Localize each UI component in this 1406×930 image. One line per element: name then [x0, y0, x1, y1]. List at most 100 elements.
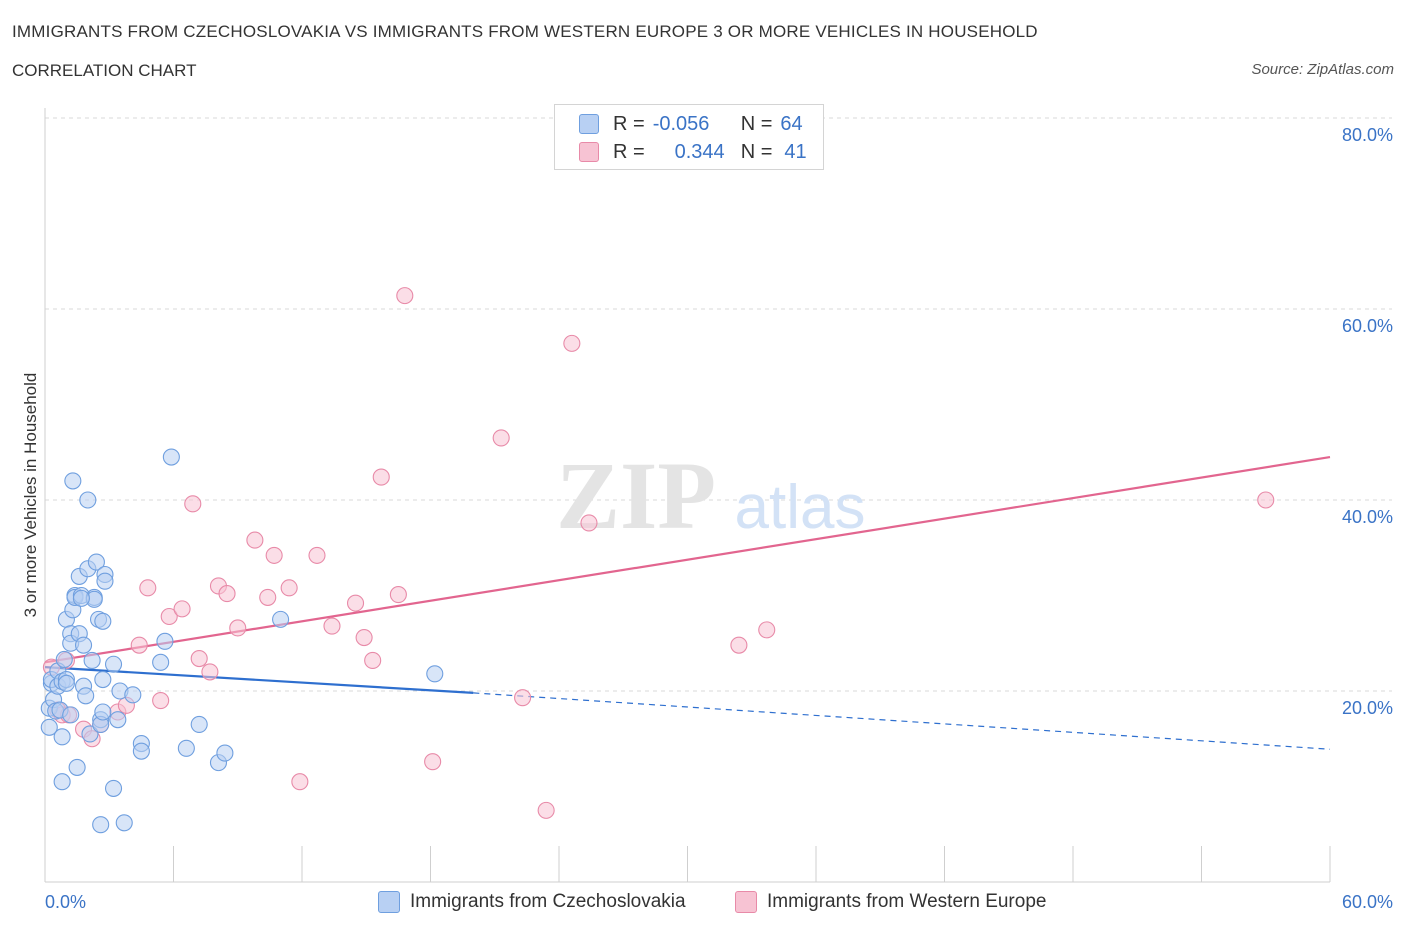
point-czechoslovakia	[72, 589, 90, 607]
point-western-europe	[514, 689, 532, 707]
legend-swatch-blue	[378, 891, 400, 913]
point-czechoslovakia	[426, 665, 444, 683]
trendline-czechoslovakia-extrapolated	[473, 692, 1331, 750]
point-western-europe	[152, 691, 170, 710]
legend-r-value: 0.344	[674, 140, 725, 163]
point-czechoslovakia	[77, 687, 95, 705]
gridlines	[45, 117, 1392, 692]
legend-r-label: R =	[613, 112, 645, 135]
point-czechoslovakia	[94, 612, 112, 630]
point-czechoslovakia	[75, 636, 93, 654]
point-czechoslovakia	[94, 670, 112, 689]
watermark: ZIP atlas	[556, 442, 866, 549]
legend-swatch-blue	[579, 114, 599, 134]
point-czechoslovakia	[272, 610, 290, 628]
point-western-europe	[323, 617, 341, 635]
x-tick-label: 0.0%	[45, 892, 86, 912]
point-western-europe	[372, 468, 390, 486]
point-czechoslovakia	[83, 651, 101, 669]
point-czechoslovakia	[109, 711, 127, 729]
y-tick-label: 40.0%	[1342, 507, 1393, 527]
point-western-europe	[184, 495, 202, 513]
point-czechoslovakia	[216, 744, 234, 762]
point-western-europe	[389, 585, 407, 604]
point-western-europe	[424, 753, 442, 771]
point-czechoslovakia	[40, 718, 58, 736]
y-tick-label: 20.0%	[1342, 698, 1393, 718]
point-czechoslovakia	[132, 742, 150, 760]
y-tick-label: 80.0%	[1342, 125, 1393, 145]
point-czechoslovakia	[57, 674, 75, 692]
point-czechoslovakia	[162, 448, 180, 466]
point-czechoslovakia	[124, 686, 142, 704]
point-western-europe	[160, 607, 178, 626]
legend-swatch-pink	[579, 142, 599, 162]
point-western-europe	[259, 588, 277, 606]
point-western-europe	[758, 621, 776, 639]
point-czechoslovakia	[152, 653, 170, 671]
point-czechoslovakia	[53, 773, 71, 791]
chart-subtitle: CORRELATION CHART	[12, 61, 197, 80]
chart-title: IMMIGRANTS FROM CZECHOSLOVAKIA VS IMMIGR…	[12, 22, 1038, 41]
point-czechoslovakia	[190, 715, 208, 733]
point-western-europe	[346, 594, 365, 612]
x-tick-label: 60.0%	[1342, 892, 1393, 912]
point-western-europe	[396, 287, 414, 305]
point-western-europe	[229, 619, 247, 637]
point-western-europe	[246, 531, 264, 549]
watermark-atlas: atlas	[735, 473, 866, 542]
point-western-europe	[492, 429, 510, 447]
legend-r-label: R =	[613, 140, 645, 163]
point-western-europe	[563, 334, 581, 352]
data-points	[40, 287, 1275, 834]
point-czechoslovakia	[115, 814, 133, 832]
point-czechoslovakia	[79, 491, 97, 509]
point-western-europe	[355, 628, 373, 647]
legend-swatch-pink	[735, 891, 757, 913]
legend-n-label: N =	[740, 140, 773, 163]
y-tick-label: 60.0%	[1342, 316, 1393, 336]
legend-row-western-europe: R = 0.344 N = 41	[579, 140, 807, 164]
legend-r-value: -0.056	[652, 112, 710, 135]
stats-legend: R = -0.056 N = 64 R = 0.344 N = 41	[554, 104, 824, 170]
point-czechoslovakia	[104, 779, 123, 797]
point-czechoslovakia	[64, 472, 82, 490]
legend-label-western-europe: Immigrants from Western Europe	[767, 891, 1047, 912]
point-western-europe	[265, 546, 283, 564]
point-western-europe	[308, 546, 326, 564]
point-czechoslovakia	[156, 632, 174, 650]
point-western-europe	[201, 663, 219, 681]
point-western-europe	[130, 636, 148, 654]
trendline-western-europe	[44, 455, 1331, 664]
point-czechoslovakia	[53, 728, 71, 746]
legend-n-label: N =	[740, 112, 773, 135]
point-western-europe	[218, 585, 236, 603]
point-western-europe	[580, 514, 598, 532]
point-czechoslovakia	[104, 655, 123, 673]
point-czechoslovakia	[87, 553, 105, 571]
source-label: Source: ZipAtlas.com	[1251, 61, 1394, 78]
point-western-europe	[173, 600, 191, 618]
point-western-europe	[364, 651, 382, 669]
watermark-zip: ZIP	[556, 442, 716, 549]
point-western-europe	[280, 579, 298, 597]
point-czechoslovakia	[55, 650, 73, 669]
point-western-europe	[1257, 491, 1275, 509]
legend-item-western-europe[interactable]: Immigrants from Western Europe	[735, 889, 1046, 915]
point-western-europe	[730, 636, 748, 654]
point-western-europe	[537, 801, 555, 819]
legend-n-value: 41	[784, 140, 807, 163]
point-western-europe	[291, 773, 309, 791]
point-czechoslovakia	[96, 572, 114, 590]
point-western-europe	[139, 579, 157, 597]
point-czechoslovakia	[68, 758, 86, 776]
point-czechoslovakia	[81, 725, 99, 743]
legend-item-czechoslovakia[interactable]: Immigrants from Czechoslovakia	[378, 889, 686, 915]
legend-row-czechoslovakia: R = -0.056 N = 64	[579, 112, 803, 136]
point-czechoslovakia	[177, 739, 195, 757]
tick-labels: 20.0% 40.0% 60.0% 80.0% 0.0% 60.0%	[45, 125, 1393, 912]
legend-label-czechoslovakia: Immigrants from Czechoslovakia	[410, 891, 686, 912]
point-czechoslovakia	[62, 706, 80, 724]
point-czechoslovakia	[92, 816, 110, 834]
